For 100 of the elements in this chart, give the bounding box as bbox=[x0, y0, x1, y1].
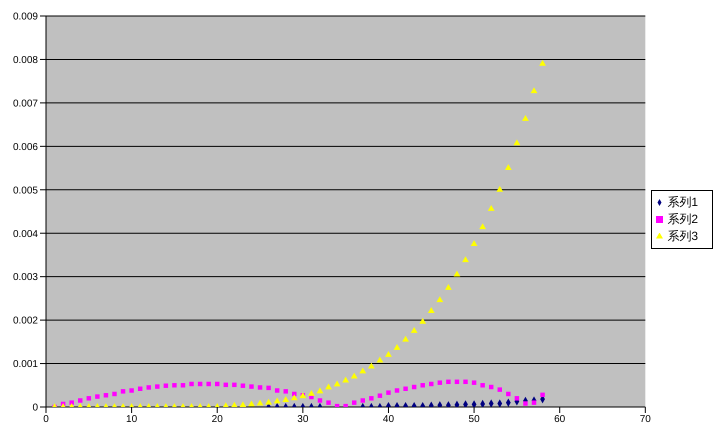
point bbox=[513, 139, 520, 146]
point bbox=[224, 382, 228, 388]
point bbox=[386, 390, 391, 395]
point bbox=[506, 392, 511, 396]
point bbox=[532, 400, 536, 405]
point bbox=[308, 390, 315, 396]
point bbox=[316, 387, 324, 394]
point bbox=[428, 307, 435, 313]
legend-label: 系列3 bbox=[667, 229, 698, 243]
point bbox=[410, 327, 418, 333]
point bbox=[472, 400, 476, 407]
y-tick-label: 0.003 bbox=[12, 272, 38, 284]
point bbox=[232, 382, 237, 388]
point bbox=[120, 389, 126, 394]
y-tick-label: 0.006 bbox=[12, 142, 38, 153]
x-tick-label: 0 bbox=[43, 414, 50, 426]
legend-label: 系列2 bbox=[667, 212, 698, 226]
y-tick-label: 0.007 bbox=[12, 98, 38, 110]
point bbox=[104, 393, 108, 398]
legend-label: 系列1 bbox=[667, 195, 698, 209]
point bbox=[463, 400, 468, 407]
point bbox=[274, 388, 280, 393]
point bbox=[470, 240, 478, 246]
point bbox=[436, 296, 444, 302]
point bbox=[214, 382, 220, 386]
point bbox=[403, 386, 408, 391]
point bbox=[488, 384, 494, 390]
point bbox=[480, 383, 485, 388]
point bbox=[240, 401, 246, 407]
point bbox=[343, 404, 348, 407]
point bbox=[472, 380, 476, 385]
point bbox=[402, 336, 409, 342]
point bbox=[318, 398, 322, 403]
point bbox=[282, 396, 290, 402]
point bbox=[454, 380, 460, 384]
point bbox=[479, 223, 486, 230]
y-tick-label: 0.004 bbox=[12, 228, 38, 240]
point bbox=[360, 398, 366, 403]
point bbox=[504, 164, 512, 170]
point bbox=[129, 388, 134, 393]
point bbox=[326, 400, 331, 405]
point bbox=[334, 404, 340, 407]
point bbox=[359, 367, 366, 374]
point bbox=[462, 256, 469, 262]
point bbox=[378, 393, 382, 398]
point bbox=[454, 400, 460, 407]
point bbox=[189, 382, 194, 386]
point bbox=[369, 396, 374, 401]
point bbox=[496, 186, 504, 192]
point bbox=[429, 382, 434, 386]
point bbox=[498, 387, 502, 392]
x-tick-label: 10 bbox=[126, 414, 138, 426]
point bbox=[240, 383, 246, 388]
x-tick-label: 20 bbox=[212, 414, 224, 426]
point bbox=[86, 396, 92, 401]
point bbox=[78, 398, 82, 403]
y-tick-label: 0.001 bbox=[12, 359, 38, 370]
y-tick-label: 0 bbox=[32, 402, 38, 414]
point bbox=[523, 401, 528, 406]
point bbox=[480, 400, 486, 407]
point bbox=[530, 87, 538, 94]
point bbox=[290, 394, 298, 400]
point bbox=[266, 386, 271, 390]
x-tick-label: 70 bbox=[640, 414, 652, 426]
x-tick-label: 30 bbox=[297, 414, 309, 426]
point bbox=[180, 383, 186, 388]
x-tick-label: 40 bbox=[382, 414, 394, 426]
point bbox=[412, 384, 416, 390]
point bbox=[488, 204, 495, 211]
point bbox=[352, 400, 356, 405]
y-tick-label: 0.009 bbox=[12, 12, 38, 23]
point bbox=[454, 270, 460, 276]
point bbox=[248, 400, 255, 406]
point bbox=[445, 284, 452, 290]
point bbox=[394, 344, 400, 350]
point bbox=[514, 396, 520, 401]
y-tick-label: 0.008 bbox=[12, 54, 38, 66]
point bbox=[334, 380, 340, 386]
point bbox=[292, 392, 297, 396]
point bbox=[394, 388, 400, 393]
point bbox=[385, 350, 392, 357]
point bbox=[258, 385, 262, 390]
point bbox=[350, 372, 358, 379]
point bbox=[463, 380, 468, 384]
point bbox=[540, 392, 545, 398]
point bbox=[146, 385, 151, 390]
point bbox=[419, 318, 426, 324]
point bbox=[95, 394, 100, 399]
point bbox=[164, 383, 168, 388]
point bbox=[376, 356, 384, 362]
point bbox=[112, 392, 117, 396]
point bbox=[539, 60, 546, 66]
point bbox=[438, 380, 442, 385]
point bbox=[325, 384, 332, 390]
y-tick-label: 0.005 bbox=[12, 185, 38, 196]
point bbox=[155, 384, 160, 389]
point bbox=[420, 383, 425, 388]
point bbox=[283, 389, 288, 394]
point bbox=[138, 386, 142, 391]
point bbox=[206, 382, 211, 386]
